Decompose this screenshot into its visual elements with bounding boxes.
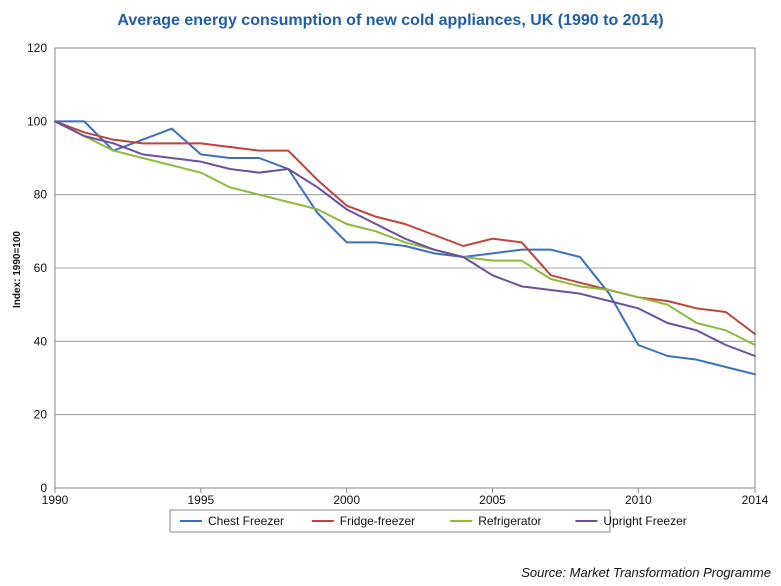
y-tick-label: 40 <box>34 334 48 348</box>
legend-label: Refrigerator <box>478 514 541 528</box>
y-tick-label: 60 <box>34 261 48 275</box>
y-axis-label: Index: 1990=100 <box>12 231 23 308</box>
x-tick-label: 1995 <box>187 493 214 507</box>
x-tick-label: 2000 <box>333 493 360 507</box>
x-tick-label: 1990 <box>42 493 69 507</box>
legend-label: Chest Freezer <box>208 514 284 528</box>
chart-title: Average energy consumption of new cold a… <box>0 12 781 30</box>
y-tick-label: 20 <box>34 408 48 422</box>
x-tick-label: 2005 <box>479 493 506 507</box>
legend-label: Upright Freezer <box>603 514 686 528</box>
legend-label: Fridge-freezer <box>340 514 415 528</box>
y-tick-label: 120 <box>27 41 47 55</box>
y-tick-label: 80 <box>34 188 48 202</box>
source-text: Source: Market Transformation Programme <box>521 565 771 580</box>
x-tick-label: 2014 <box>742 493 769 507</box>
x-tick-label: 2010 <box>625 493 652 507</box>
chart-svg: 020406080100120199019952000200520102014C… <box>0 0 781 560</box>
chart-container: Average energy consumption of new cold a… <box>0 0 781 586</box>
y-tick-label: 100 <box>27 114 47 128</box>
